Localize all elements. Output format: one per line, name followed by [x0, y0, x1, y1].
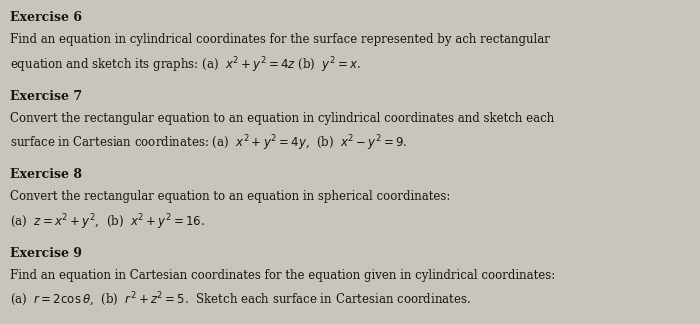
Text: Convert the rectangular equation to an equation in cylindrical coordinates and s: Convert the rectangular equation to an e… [10, 112, 554, 125]
Text: Exercise 9: Exercise 9 [10, 247, 83, 260]
Text: Find an equation in Cartesian coordinates for the equation given in cylindrical : Find an equation in Cartesian coordinate… [10, 269, 556, 282]
Text: Exercise 8: Exercise 8 [10, 168, 83, 181]
Text: Find an equation in cylindrical coordinates for the surface represented by ach r: Find an equation in cylindrical coordina… [10, 33, 550, 46]
Text: Convert the rectangular equation to an equation in spherical coordinates:: Convert the rectangular equation to an e… [10, 190, 451, 203]
Text: (a)  $z = x^2 + y^2$,  (b)  $x^2 + y^2 = 16$.: (a) $z = x^2 + y^2$, (b) $x^2 + y^2 = 16… [10, 212, 205, 232]
Text: Exercise 6: Exercise 6 [10, 11, 83, 24]
Text: surface in Cartesian coordinates: (a)  $x^2 + y^2 = 4y$,  (b)  $x^2 - y^2 = 9$.: surface in Cartesian coordinates: (a) $x… [10, 134, 408, 153]
Text: equation and sketch its graphs: (a)  $x^2 + y^2 = 4z$ (b)  $y^2 = x$.: equation and sketch its graphs: (a) $x^2… [10, 55, 361, 75]
Text: (a)  $r = 2\cos\theta$,  (b)  $r^2 + z^2 = 5$.  Sketch each surface in Cartesian: (a) $r = 2\cos\theta$, (b) $r^2 + z^2 = … [10, 291, 472, 309]
Text: Exercise 7: Exercise 7 [10, 90, 83, 103]
